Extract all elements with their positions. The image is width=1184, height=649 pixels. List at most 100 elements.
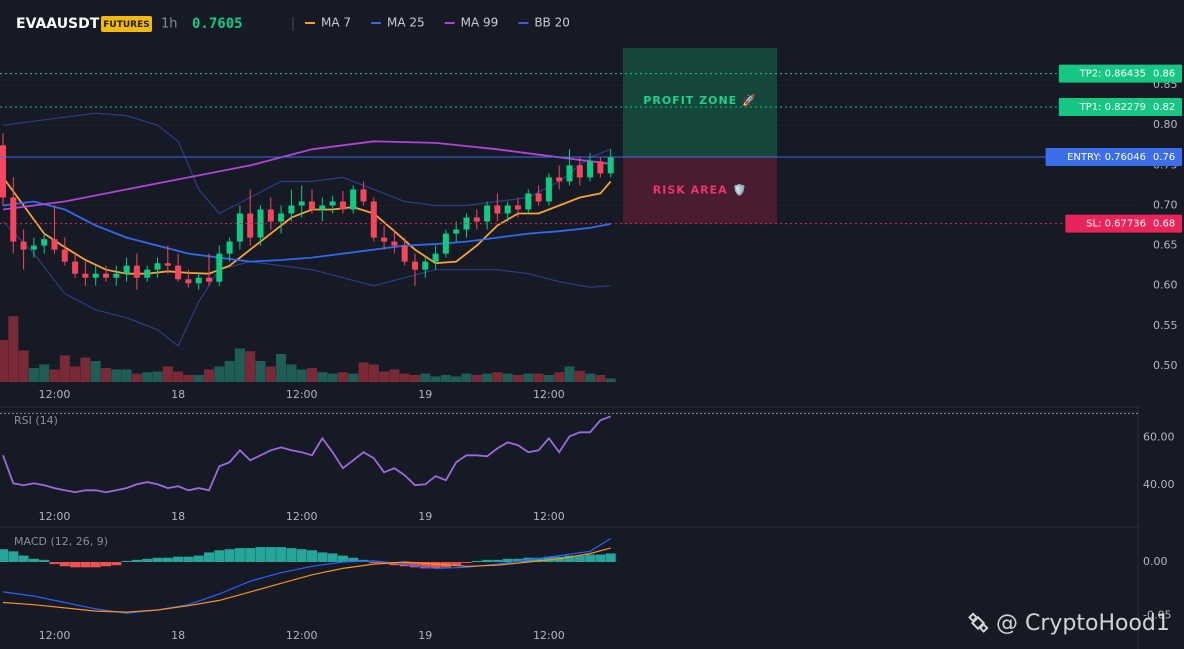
candle-body <box>175 265 182 280</box>
macd-histogram-bar <box>327 553 338 562</box>
macd-histogram-bar <box>255 547 266 562</box>
candle-body <box>72 261 79 274</box>
level-label: ENTRY: 0.76046 <box>1067 152 1146 163</box>
candle-body <box>226 241 233 254</box>
candle-body <box>535 193 542 202</box>
candle-body <box>92 273 99 278</box>
macd-histogram-bar <box>131 559 142 562</box>
volume-bar <box>131 373 142 382</box>
volume-bar <box>142 372 153 382</box>
volume-bar <box>605 378 616 382</box>
x-tick-label: 19 <box>418 510 432 523</box>
macd-histogram-bar <box>286 548 297 562</box>
candle-body <box>61 249 68 262</box>
y-tick-label: 0.80 <box>1153 118 1178 131</box>
candle-body <box>432 253 439 262</box>
macd-histogram-bar <box>111 562 122 566</box>
x-tick-label: 12:00 <box>39 510 71 523</box>
x-tick-label: 12:00 <box>533 510 565 523</box>
volume-bar <box>451 376 462 382</box>
macd-histogram-bar <box>162 557 173 562</box>
badge-bg <box>101 16 152 32</box>
volume-bar <box>574 370 585 382</box>
x-tick-label: 12:00 <box>286 510 318 523</box>
candle-body <box>10 197 17 242</box>
watermark: @ CryptoHood1 <box>968 611 1170 636</box>
candle-body <box>288 205 295 214</box>
level-axis-label: 0.68 <box>1153 219 1175 230</box>
candle-body <box>195 277 202 284</box>
profit-zone <box>623 48 777 157</box>
candle-body <box>82 273 89 278</box>
y-tick-label: 40.00 <box>1143 478 1175 491</box>
bb-lower <box>2 221 611 347</box>
volume-bar <box>28 368 39 382</box>
candle-body <box>216 253 223 282</box>
volume-bar <box>307 368 317 382</box>
candle-body <box>51 239 58 250</box>
profit-zone-label: PROFIT ZONE 🚀 <box>643 94 756 107</box>
volume-bar <box>471 375 482 382</box>
macd-histogram-bar <box>585 554 596 562</box>
macd-histogram-bar <box>152 557 163 562</box>
candle-body <box>278 213 285 222</box>
volume-bar <box>245 351 256 382</box>
candle-body <box>339 201 346 210</box>
level-label: TP2: 0.86435 <box>1079 69 1146 80</box>
volume-bar <box>173 371 184 382</box>
candle-body <box>607 157 614 174</box>
macd-histogram-bar <box>296 549 307 562</box>
candle-body <box>30 245 37 250</box>
macd-histogram-bar <box>574 555 585 562</box>
x-tick-label: 18 <box>171 388 185 401</box>
legend-label: MA 7 <box>321 16 351 30</box>
symbol: EVAAUSDT <box>16 16 100 32</box>
candle-body <box>350 189 357 210</box>
volume-bar <box>296 369 307 382</box>
volume-bar <box>564 366 575 382</box>
candle-body <box>484 205 491 222</box>
watermark-logo <box>968 612 989 633</box>
volume-bar <box>461 373 472 382</box>
macd-line <box>2 537 612 614</box>
macd-histogram-bar <box>142 558 153 562</box>
candle-body <box>515 205 521 210</box>
watermark-text: @ CryptoHood1 <box>996 611 1170 636</box>
y-tick-label: 0.65 <box>1153 239 1178 252</box>
macd-histogram-bar <box>368 562 379 564</box>
x-tick-label: 12:00 <box>39 388 71 401</box>
macd-histogram-bar <box>492 559 503 562</box>
candle-body <box>597 161 604 174</box>
candle-body <box>0 145 6 198</box>
macd-histogram-bar <box>183 556 194 562</box>
macd-histogram-bar <box>101 562 111 567</box>
x-tick-label: 19 <box>418 388 432 401</box>
bb-upper <box>2 112 611 215</box>
y-tick-label: 0.55 <box>1153 319 1178 332</box>
candle-body <box>442 233 449 254</box>
candle-body <box>20 241 27 250</box>
macd-histogram-bar <box>307 550 317 562</box>
macd-line <box>2 547 611 613</box>
macd-histogram-bar <box>0 549 8 562</box>
candle-body <box>133 265 140 278</box>
macd-histogram-bar <box>49 562 60 565</box>
volume-bar <box>80 357 91 382</box>
volume-bar <box>70 366 81 382</box>
volume-bar <box>410 375 420 382</box>
x-tick-label: 19 <box>418 629 432 642</box>
y-tick-label: 0.60 <box>1153 279 1178 292</box>
level-tag <box>1065 214 1182 233</box>
pane-title: RSI (14) <box>14 414 58 427</box>
x-tick-label: 12:00 <box>533 388 565 401</box>
volume-bar <box>59 355 70 382</box>
y-tick-label: 60.00 <box>1143 430 1175 443</box>
candle-body <box>113 273 120 278</box>
candle-body <box>381 237 388 242</box>
volume-bar <box>193 375 204 382</box>
volume-bar <box>595 375 606 382</box>
candle-body <box>473 217 480 222</box>
ma-line <box>2 140 611 211</box>
volume-bar <box>585 373 596 382</box>
volume-bar <box>420 373 431 382</box>
